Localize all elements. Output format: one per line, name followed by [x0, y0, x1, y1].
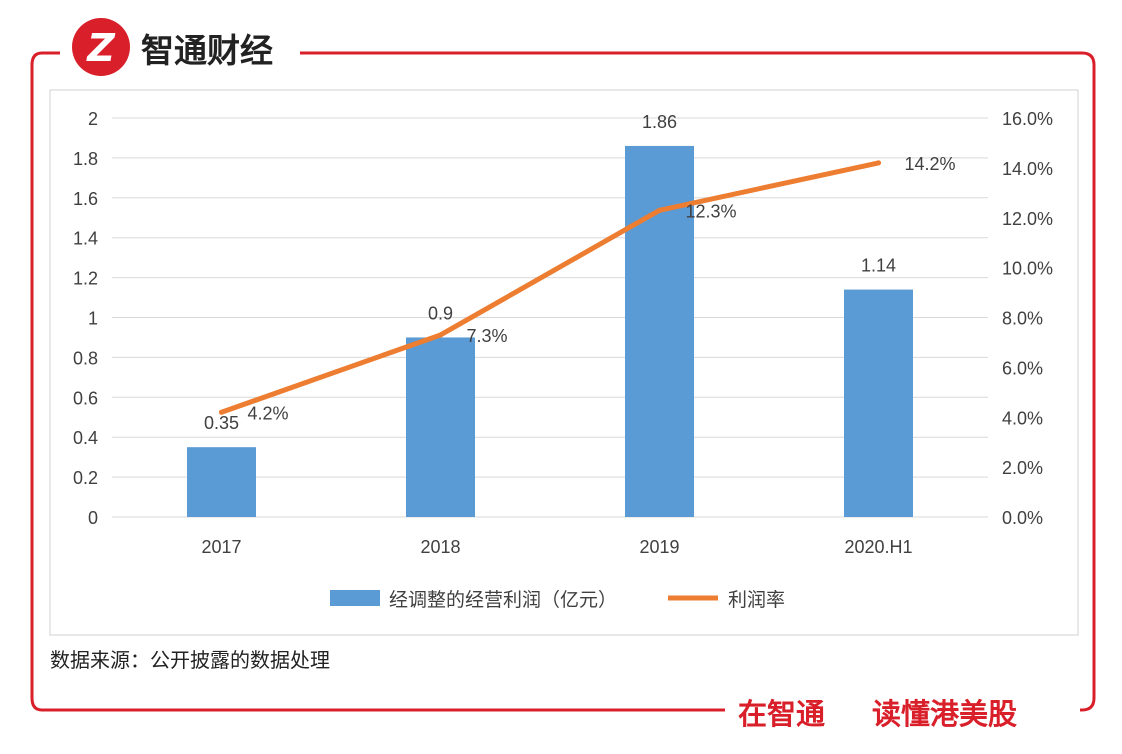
left-tick-label: 0.8 [73, 348, 98, 368]
logo-letter: Z [86, 26, 116, 70]
left-tick-label: 1 [88, 309, 98, 329]
left-tick-label: 1.2 [73, 269, 98, 289]
right-tick-label: 0.0% [1002, 508, 1043, 528]
right-tick-label: 12.0% [1002, 209, 1053, 229]
brand-logo: Z [72, 18, 130, 76]
bar-2020.H1 [844, 289, 913, 517]
red-frame [30, 51, 1096, 712]
right-tick-label: 8.0% [1002, 309, 1043, 329]
bar-value-label: 0.9 [428, 303, 453, 323]
data-labels: 0.35 0.9 1.86 1.14 4.2% 7.3% 12.3% 14.2% [204, 112, 956, 433]
left-tick-label: 2 [88, 109, 98, 129]
logo-circle [72, 18, 130, 76]
left-axis: 0 0.2 0.4 0.6 0.8 1 1.2 1.4 1.6 1.8 2 [73, 109, 98, 528]
left-tick-label: 0.6 [73, 388, 98, 408]
brand-name: 智通财经 [141, 31, 273, 70]
legend-line-label: 利润率 [728, 589, 785, 611]
slogan-left: 在智通 [738, 697, 825, 731]
bar-value-label: 0.35 [204, 413, 239, 433]
line-value-label: 4.2% [248, 403, 289, 423]
slogan-right: 读懂港美股 [872, 697, 1017, 731]
category-label: 2018 [420, 537, 460, 557]
left-tick-label: 0.2 [73, 468, 98, 488]
right-tick-label: 2.0% [1002, 458, 1043, 478]
line-point-2017 [219, 409, 224, 415]
right-tick-label: 10.0% [1002, 259, 1053, 279]
right-tick-label: 6.0% [1002, 358, 1043, 378]
bar-2017 [187, 447, 256, 517]
line-value-label: 12.3% [686, 201, 737, 221]
line-value-label: 7.3% [467, 326, 508, 346]
bar-value-label: 1.86 [642, 112, 677, 132]
profit-margin-line [219, 160, 881, 415]
left-tick-label: 0 [88, 508, 98, 528]
left-tick-label: 1.4 [73, 229, 98, 249]
legend-bar-label: 经调整的经营利润（亿元） [389, 589, 617, 611]
legend-bar-swatch [330, 590, 380, 606]
category-label: 2019 [639, 537, 679, 557]
left-tick-label: 1.6 [73, 189, 98, 209]
line-series [219, 160, 881, 415]
right-tick-label: 14.0% [1002, 159, 1053, 179]
right-tick-label: 4.0% [1002, 408, 1043, 428]
category-label: 2017 [201, 537, 241, 557]
bar-2019 [625, 145, 694, 517]
x-axis: 2017 2018 2019 2020.H1 [201, 537, 912, 557]
line-point-2020.H1 [876, 160, 881, 166]
left-tick-label: 1.8 [73, 149, 98, 169]
category-label: 2020.H1 [844, 537, 912, 557]
right-tick-label: 16.0% [1002, 109, 1053, 129]
slogan: 在智通 读懂港美股 [738, 697, 1017, 731]
left-tick-label: 0.4 [73, 428, 98, 448]
source-note: 数据来源：公开披露的数据处理 [50, 648, 330, 672]
right-axis: 0.0% 2.0% 4.0% 6.0% 8.0% 10.0% 12.0% 14.0% 16.0% [1002, 109, 1053, 528]
bar-2018 [406, 337, 475, 517]
bar-value-label: 1.14 [861, 256, 896, 276]
line-point-2019 [657, 207, 662, 213]
legend: 经调整的经营利润（亿元） 利润率 [330, 589, 785, 611]
line-point-2018 [438, 332, 443, 338]
line-value-label: 14.2% [905, 154, 956, 174]
